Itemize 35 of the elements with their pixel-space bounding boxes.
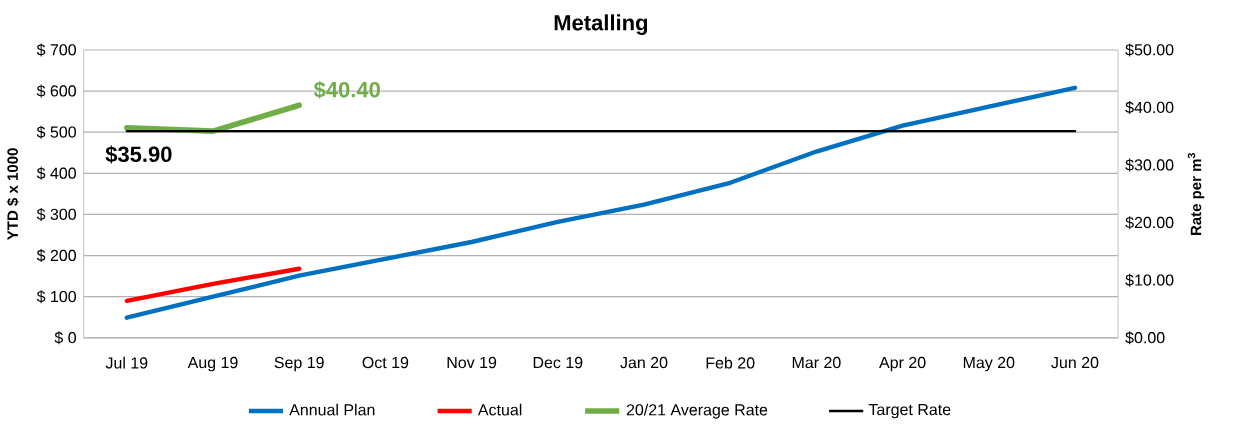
- y-tick-label: $ 400: [36, 166, 77, 180]
- y-tick-label: $ 0: [54, 331, 77, 345]
- y2-tick-label: $40.00: [1125, 100, 1174, 114]
- chart-title: Metalling: [554, 14, 648, 35]
- annotation: $35.90: [105, 145, 172, 164]
- y2-tick-label: $50.00: [1125, 43, 1174, 57]
- annotation: $40.40: [313, 80, 380, 99]
- x-tick-label: Jun 20: [1051, 356, 1099, 369]
- y-tick-label: $ 700: [36, 43, 77, 57]
- x-tick-label: Apr 20: [879, 356, 926, 372]
- legend-label: 20/21 Average Rate: [626, 403, 768, 419]
- y2-tick-label: $20.00: [1125, 216, 1174, 229]
- y-axis-title: YTD $ x 1000: [6, 148, 19, 240]
- x-tick-label: Jan 20: [620, 356, 668, 369]
- x-tick-label: Oct 19: [362, 356, 409, 369]
- x-tick-label: Mar 20: [792, 356, 841, 369]
- y-tick-label: $ 500: [36, 125, 77, 139]
- x-tick-label: May 20: [963, 356, 1015, 372]
- y-tick-label: $ 200: [36, 248, 77, 262]
- y-tick-label: $ 100: [36, 290, 77, 303]
- x-tick-label: Aug 19: [187, 356, 238, 372]
- y2-axis-title: Rate per m$^{3}$: [1187, 152, 1205, 235]
- y2-tick-label: $10.00: [1125, 273, 1174, 287]
- x-tick-label: Feb 20: [706, 356, 755, 369]
- y-tick-label: $ 300: [36, 207, 77, 221]
- x-tick-label: Dec 19: [533, 356, 583, 369]
- legend-label: Target Rate: [868, 403, 951, 419]
- x-tick-label: Jul 19: [105, 356, 148, 369]
- x-tick-label: Sep 19: [274, 356, 324, 372]
- y2-tick-label: $30.00: [1125, 158, 1174, 172]
- legend-label: Actual: [477, 403, 522, 416]
- y2-tick-label: $0.00: [1125, 331, 1165, 345]
- x-tick-label: Nov 19: [447, 356, 497, 369]
- y-tick-label: $ 600: [36, 84, 77, 98]
- legend-label: Annual Plan: [289, 403, 375, 416]
